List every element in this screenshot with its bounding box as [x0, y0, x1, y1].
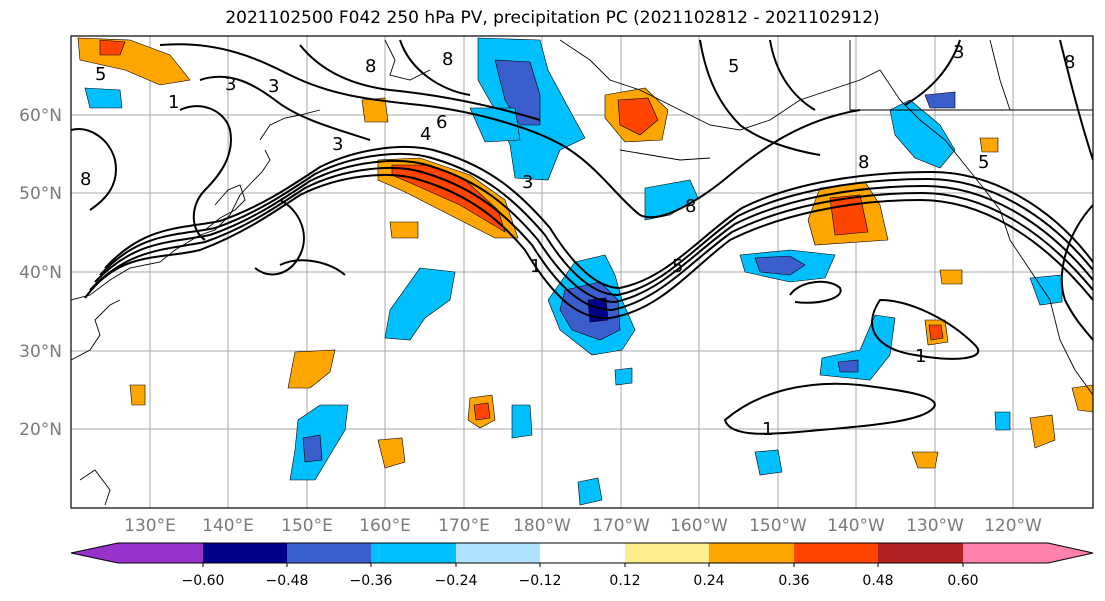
lon-label-170w: 170°W: [592, 516, 650, 536]
lon-label-140w: 140°W: [827, 516, 885, 536]
colorbar-segment: [287, 543, 371, 563]
colorbar-segment: [371, 543, 456, 563]
map-frame: [70, 35, 1094, 509]
colorbar-segment: [794, 543, 878, 563]
contour-label: 1: [168, 92, 179, 113]
lon-label-170e: 170°E: [438, 516, 490, 536]
colorbar-segment: [963, 543, 1093, 563]
lon-label-130e: 130°E: [124, 516, 176, 536]
colorbar-tick-label: −0.12: [519, 573, 562, 589]
lon-label-160e: 160°E: [359, 516, 411, 536]
contour-label: 3: [953, 42, 964, 63]
contour-label: 5: [95, 64, 106, 85]
lon-label-140e: 140°E: [202, 516, 254, 536]
contour-labels: 5 3 3 1 8 8 6 4 8 5 3 8 8 5 3 1 1 1 5 3: [80, 42, 1075, 440]
colorbar-segment: [540, 543, 625, 563]
contour-label: 3: [268, 76, 279, 97]
contour-label: 5: [978, 152, 989, 173]
lon-label-150e: 150°E: [281, 516, 333, 536]
colorbar-outline: [70, 542, 1094, 564]
colorbar-segment: [625, 543, 709, 563]
lon-label-130w: 130°W: [906, 516, 964, 536]
contour-label: 3: [522, 172, 533, 193]
contour-label: 8: [442, 49, 453, 70]
colorbar-tick-label: −0.60: [182, 573, 225, 589]
colorbar-tick-label: 0.24: [693, 573, 724, 589]
contour-label: 3: [332, 134, 343, 155]
latitude-labels: 60°N 50°N 40°N 30°N 20°N: [19, 106, 62, 440]
colorbar-tick-label: 0.36: [778, 573, 809, 589]
colorbar-segment: [203, 543, 287, 563]
colorbar-tick-label: 0.60: [947, 573, 978, 589]
colorbar-segment: [878, 543, 963, 563]
contour-label: 4: [420, 124, 431, 145]
colorbar-tick-label: −0.48: [266, 573, 309, 589]
colorbar-segment: [456, 543, 540, 563]
contour-label: 5: [672, 256, 683, 277]
contour-label: 6: [436, 112, 447, 133]
pv-contours: [71, 39, 1093, 435]
lon-label-160w: 160°W: [670, 516, 728, 536]
lat-label-60n: 60°N: [19, 106, 62, 126]
lon-label-150w: 150°W: [749, 516, 807, 536]
longitude-labels: 130°E 140°E 150°E 160°E 170°E 180°W 170°…: [124, 516, 1042, 536]
contour-label: 8: [1064, 52, 1075, 73]
coastlines: [71, 39, 1093, 506]
contour-label: 8: [858, 152, 869, 173]
map-title: 2021102500 F042 250 hPa PV, precipitatio…: [225, 8, 880, 28]
map-panel: 5 3 3 1 8 8 6 4 8 5 3 8 8 5 3 1 1 1 5 3: [70, 35, 1094, 509]
lat-label-30n: 30°N: [19, 342, 62, 362]
contour-label: 8: [80, 169, 91, 190]
contour-label: 5: [728, 56, 739, 77]
colorbar-segment: [709, 543, 794, 563]
contour-label: 3: [225, 74, 236, 95]
lat-label-50n: 50°N: [19, 184, 62, 204]
contour-label: 1: [762, 419, 773, 440]
colorbar-tick-label: 0.48: [862, 573, 893, 589]
colorbar-tick-label: 0.12: [609, 573, 640, 589]
colorbar-segment: [71, 543, 203, 563]
lon-label-120w: 120°W: [984, 516, 1042, 536]
contour-label: 1: [915, 346, 926, 367]
colorbar-tick-label: −0.36: [350, 573, 393, 589]
lat-label-40n: 40°N: [19, 263, 62, 283]
colorbar-tick-label: −0.24: [435, 573, 478, 589]
lat-label-20n: 20°N: [19, 420, 62, 440]
lon-label-180w: 180°W: [513, 516, 571, 536]
colorbar: −0.60 −0.48 −0.36 −0.24 −0.12 0.12 0.24 …: [70, 542, 1094, 589]
contour-label: 1: [530, 256, 541, 277]
contour-label: 8: [685, 196, 696, 217]
contour-label: 8: [365, 56, 376, 77]
